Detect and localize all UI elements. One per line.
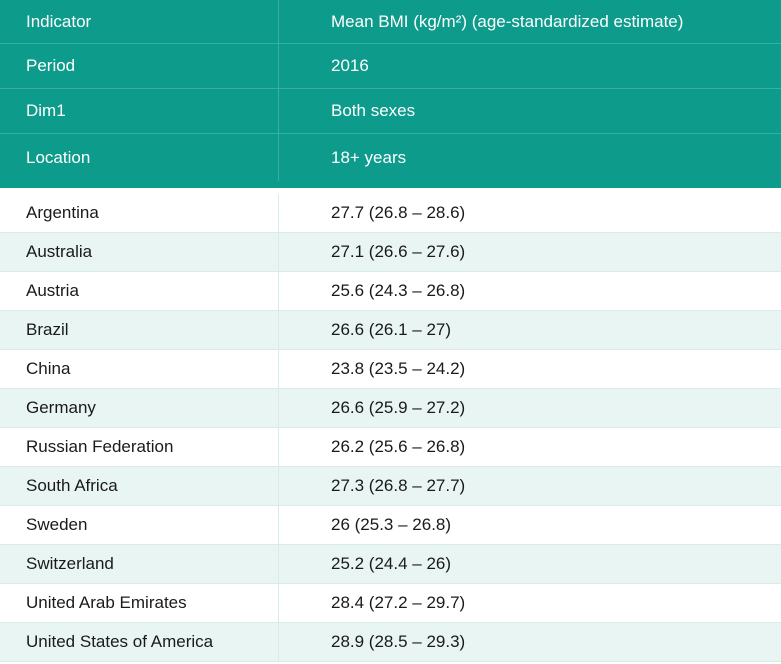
table-row: United Arab Emirates 28.4 (27.2 – 29.7) bbox=[0, 584, 781, 623]
header-row-location: Location 18+ years bbox=[0, 134, 781, 181]
header-value: Both sexes bbox=[331, 101, 416, 120]
country-cell: Russian Federation bbox=[0, 428, 279, 466]
header-label: Period bbox=[0, 44, 279, 88]
bmi-value-cell: 28.9 (28.5 – 29.3) bbox=[331, 632, 466, 651]
table-body: Argentina 27.7 (26.8 – 28.6) Australia 2… bbox=[0, 181, 781, 662]
bmi-value-cell: 26.2 (25.6 – 26.8) bbox=[331, 437, 466, 456]
bmi-value-cell: 25.2 (24.4 – 26) bbox=[331, 554, 452, 573]
table-row: Argentina 27.7 (26.8 – 28.6) bbox=[0, 188, 781, 233]
table-row: United States of America 28.9 (28.5 – 29… bbox=[0, 623, 781, 662]
country-cell: Switzerland bbox=[0, 545, 279, 583]
bmi-value-cell: 28.4 (27.2 – 29.7) bbox=[331, 593, 466, 612]
table-row: South Africa 27.3 (26.8 – 27.7) bbox=[0, 467, 781, 506]
country-cell: United States of America bbox=[0, 623, 279, 661]
header-label: Indicator bbox=[0, 0, 279, 43]
header-row-dim1: Dim1 Both sexes bbox=[0, 89, 781, 134]
country-cell: Argentina bbox=[0, 194, 279, 232]
header-row-period: Period 2016 bbox=[0, 44, 781, 89]
table-row: Switzerland 25.2 (24.4 – 26) bbox=[0, 545, 781, 584]
header-value: Mean BMI (kg/m²) (age-standardized estim… bbox=[331, 11, 684, 31]
country-cell: Brazil bbox=[0, 311, 279, 349]
country-cell: China bbox=[0, 350, 279, 388]
table-header: Indicator Mean BMI (kg/m²) (age-standard… bbox=[0, 0, 781, 181]
country-cell: Sweden bbox=[0, 506, 279, 544]
table-row: Russian Federation 26.2 (25.6 – 26.8) bbox=[0, 428, 781, 467]
bmi-value-cell: 27.3 (26.8 – 27.7) bbox=[331, 476, 466, 495]
table-row: Germany 26.6 (25.9 – 27.2) bbox=[0, 389, 781, 428]
bmi-value-cell: 26 (25.3 – 26.8) bbox=[331, 515, 452, 534]
bmi-value-cell: 23.8 (23.5 – 24.2) bbox=[331, 359, 466, 378]
table-row: China 23.8 (23.5 – 24.2) bbox=[0, 350, 781, 389]
header-label: Dim1 bbox=[0, 89, 279, 133]
table-row: Sweden 26 (25.3 – 26.8) bbox=[0, 506, 781, 545]
table-row: Austria 25.6 (24.3 – 26.8) bbox=[0, 272, 781, 311]
country-cell: Austria bbox=[0, 272, 279, 310]
country-cell: United Arab Emirates bbox=[0, 584, 279, 622]
header-value: 2016 bbox=[331, 56, 369, 75]
bmi-value-cell: 26.6 (26.1 – 27) bbox=[331, 320, 452, 339]
header-label: Location bbox=[0, 134, 279, 181]
header-row-indicator: Indicator Mean BMI (kg/m²) (age-standard… bbox=[0, 0, 781, 44]
header-value: 18+ years bbox=[331, 147, 407, 167]
country-cell: Australia bbox=[0, 233, 279, 271]
table-row: Brazil 26.6 (26.1 – 27) bbox=[0, 311, 781, 350]
bmi-value-cell: 25.6 (24.3 – 26.8) bbox=[331, 281, 466, 300]
bmi-value-cell: 26.6 (25.9 – 27.2) bbox=[331, 398, 466, 417]
table-row: Australia 27.1 (26.6 – 27.6) bbox=[0, 233, 781, 272]
country-cell: Germany bbox=[0, 389, 279, 427]
country-cell: South Africa bbox=[0, 467, 279, 505]
bmi-value-cell: 27.1 (26.6 – 27.6) bbox=[331, 242, 466, 261]
bmi-value-cell: 27.7 (26.8 – 28.6) bbox=[331, 203, 466, 222]
